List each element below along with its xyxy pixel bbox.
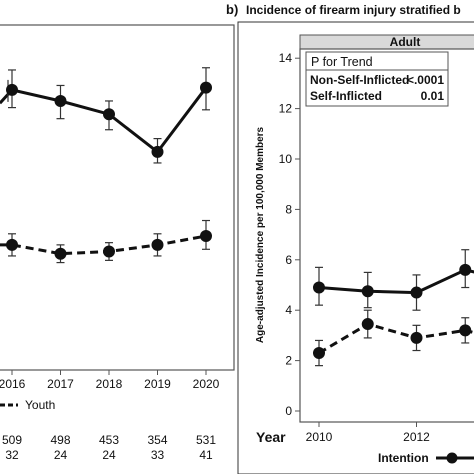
count-cell: 354 (147, 433, 167, 447)
left-panel: 2016 2017 2018 2019 2020 Youth 509 498 453 354 5… (0, 24, 235, 462)
right-y-tick-label: 6 (285, 253, 292, 267)
youth-legend-label: Youth (25, 398, 55, 412)
right-y-tick-labels: 0 2 4 6 8 10 12 14 (279, 51, 300, 418)
right-y-tick-label: 10 (279, 152, 293, 166)
strip-label: Adult (390, 35, 421, 49)
intention-legend: Intention (378, 451, 474, 465)
count-cell: 509 (2, 433, 22, 447)
series-solid-line (0, 86, 208, 155)
trend-row-value: 0.01 (421, 89, 445, 103)
count-cell: 24 (54, 448, 68, 462)
legend-marker (446, 452, 458, 464)
trend-box-title: P for Trend (311, 55, 373, 69)
left-series-layer (0, 67, 212, 264)
right-y-tick-label: 4 (285, 303, 292, 317)
left-x-tick-label: 2018 (96, 377, 123, 391)
trend-box: P for Trend Non-Self-Inflicted <.0001 Se… (305, 51, 449, 107)
non-self-inflicted-point (361, 285, 374, 298)
right-y-tick-label: 12 (279, 102, 293, 116)
self-inflicted-point (313, 347, 325, 360)
right-x-tick-label: 2010 (306, 430, 333, 444)
count-cell: 531 (196, 433, 216, 447)
right-y-tick-label: 0 (285, 404, 292, 418)
right-panel: b) Incidence of firearm injury stratifie… (226, 2, 474, 474)
x-axis-label: Year (256, 429, 286, 445)
self-inflicted-point (459, 324, 472, 337)
non-self-inflicted-point (459, 263, 472, 276)
count-cell: 33 (151, 448, 165, 462)
right-plot-frame (299, 48, 474, 423)
self-inflicted-line (318, 322, 474, 355)
count-cell: 453 (99, 433, 119, 447)
left-x-tick-label: 2017 (47, 377, 74, 391)
count-cell: 498 (50, 433, 70, 447)
left-count-table: 509 498 453 354 531 32 24 24 33 41 (2, 433, 216, 462)
trend-row-label: Self-Inflicted (310, 89, 382, 103)
series-solid-point (54, 94, 67, 107)
legend-title: Intention (378, 451, 429, 465)
trend-box-frame (305, 51, 449, 107)
youth-point (151, 238, 164, 251)
series-solid-point (200, 81, 212, 94)
youth-line (0, 234, 207, 256)
youth-point (54, 247, 67, 260)
series-solid-point (103, 108, 115, 121)
y-axis-label: Age-adjusted Incidence per 100,000 Membe… (255, 126, 266, 343)
youth-point (6, 238, 18, 251)
non-self-inflicted-point (410, 286, 423, 299)
non-self-inflicted-line (318, 268, 474, 295)
series-solid-point (6, 83, 18, 96)
left-plot-frame (0, 24, 235, 371)
count-cell: 41 (199, 448, 213, 462)
left-x-tick-label: 2019 (144, 377, 171, 391)
series-solid-point (151, 145, 164, 158)
chart-title: Incidence of firearm injury stratified b (246, 3, 461, 17)
left-x-tick-labels: 2016 2017 2018 2019 2020 (0, 370, 220, 391)
right-panel-border (237, 21, 474, 474)
strip-header (299, 34, 474, 50)
trend-row-label: Non-Self-Inflicted (310, 73, 409, 87)
youth-point (103, 245, 115, 258)
youth-point (200, 230, 212, 243)
right-y-tick-label: 8 (285, 202, 292, 216)
count-cell: 32 (5, 448, 19, 462)
right-x-tick-labels: 20102012201420162 (306, 422, 430, 444)
right-x-tick-label: 2012 (403, 430, 430, 444)
count-cell: 24 (102, 448, 116, 462)
right-series-layer (313, 249, 474, 367)
panel-label: b) (226, 2, 238, 17)
non-self-inflicted-point (313, 281, 325, 294)
right-y-tick-label: 14 (279, 51, 293, 65)
self-inflicted-point (410, 331, 423, 344)
left-x-tick-label: 2016 (0, 377, 26, 391)
self-inflicted-point (361, 318, 374, 331)
right-y-tick-label: 2 (285, 354, 292, 368)
left-legend: Youth (0, 398, 55, 412)
left-x-tick-label: 2020 (193, 377, 220, 391)
trend-row-value: <.0001 (407, 73, 444, 87)
